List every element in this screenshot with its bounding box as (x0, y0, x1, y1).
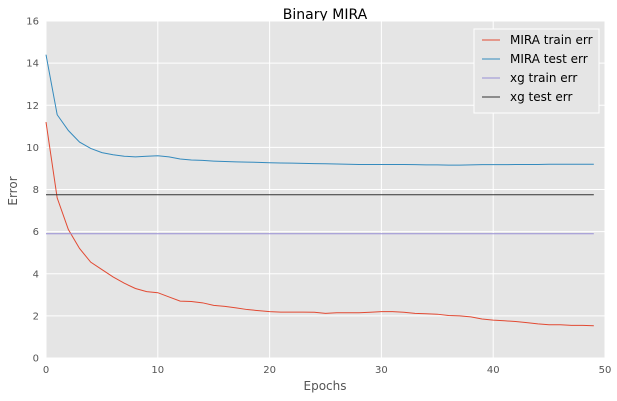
y-tick-label: 10 (26, 143, 39, 154)
x-tick-label: 40 (487, 365, 500, 376)
chart-title: Binary MIRA (283, 7, 368, 23)
series-lines (45, 54, 594, 327)
y-tick-label: 4 (33, 269, 39, 280)
series-line-1 (45, 54, 594, 166)
legend-box (473, 28, 600, 114)
y-tick-label: 16 (26, 17, 39, 28)
series-line-0 (45, 122, 594, 327)
legend: MIRA train err MIRA test err xg train err x… (473, 28, 600, 114)
x-tick-label: 0 (43, 365, 49, 376)
legend-label-1: MIRA test err (510, 52, 588, 66)
x-tick-label: 20 (263, 365, 276, 376)
legend-label-2: xg train err (510, 71, 577, 85)
y-axis: 0 2 4 6 8 10 12 14 16 (26, 17, 39, 365)
y-tick-label: 8 (33, 185, 39, 196)
x-axis: 0 10 20 30 40 50 (43, 365, 612, 376)
y-tick-label: 2 (33, 311, 39, 322)
y-tick-label: 12 (26, 101, 39, 112)
y-axis-label: Error (6, 176, 20, 205)
x-tick-label: 30 (375, 365, 388, 376)
x-axis-label: Epochs (304, 379, 347, 393)
legend-label-0: MIRA train err (510, 33, 593, 47)
x-tick-label: 50 (599, 365, 612, 376)
x-tick-label: 10 (151, 365, 164, 376)
legend-label-3: xg test err (510, 90, 572, 104)
y-tick-label: 6 (33, 227, 39, 238)
y-tick-label: 14 (26, 59, 39, 70)
y-tick-label: 0 (33, 354, 39, 365)
